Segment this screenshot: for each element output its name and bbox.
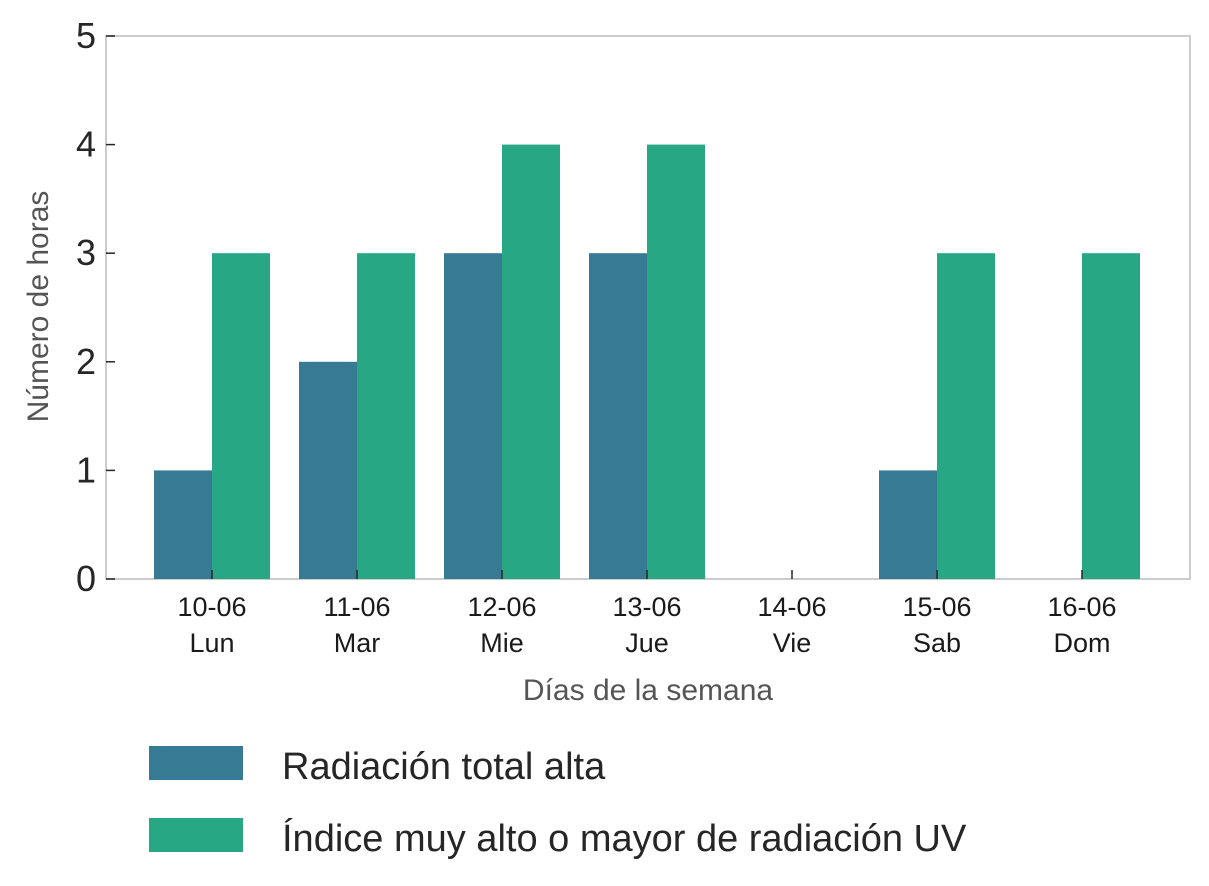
y-axis: 0 1 2 3 4 5 bbox=[76, 15, 115, 599]
bar-indice-uv bbox=[212, 253, 270, 579]
x-axis-title: Días de la semana bbox=[523, 674, 773, 707]
bar-radiacion-total bbox=[299, 361, 357, 579]
y-tick-label: 2 bbox=[76, 341, 96, 382]
x-tick-day: Dom bbox=[1053, 628, 1110, 658]
legend-swatch bbox=[149, 746, 243, 780]
x-tick-day: Lun bbox=[189, 628, 234, 658]
x-tick-day: Jue bbox=[625, 628, 669, 658]
x-tick-date: 16-06 bbox=[1047, 592, 1116, 622]
x-tick-date: 15-06 bbox=[902, 592, 971, 622]
bar-indice-uv bbox=[1082, 253, 1140, 579]
x-tick-date: 12-06 bbox=[467, 592, 536, 622]
legend-label: Radiación total alta bbox=[282, 746, 606, 788]
x-tick-date: 14-06 bbox=[757, 592, 826, 622]
bars bbox=[154, 144, 1140, 579]
bar-indice-uv bbox=[647, 144, 705, 579]
x-axis: 10-06 Lun 11-06 Mar 12-06 Mie 13-06 Jue 14-06 Vie… bbox=[177, 570, 1117, 658]
y-tick-label: 1 bbox=[76, 449, 96, 490]
x-tick-day: Sab bbox=[913, 628, 961, 658]
bar-radiacion-total bbox=[444, 253, 502, 579]
legend: Radiación total alta Índice muy alto o ma… bbox=[149, 746, 967, 860]
legend-swatch bbox=[149, 818, 243, 852]
y-tick-label: 0 bbox=[76, 558, 96, 599]
x-tick-date: 10-06 bbox=[177, 592, 246, 622]
bar-indice-uv bbox=[357, 253, 415, 579]
bar-radiacion-total bbox=[154, 470, 212, 579]
y-tick-label: 4 bbox=[76, 124, 96, 165]
y-tick-label: 3 bbox=[76, 232, 96, 273]
x-tick-date: 11-06 bbox=[323, 592, 390, 622]
y-tick-label: 5 bbox=[76, 15, 96, 56]
bar-radiacion-total bbox=[589, 253, 647, 579]
y-axis-title: Número de horas bbox=[22, 191, 55, 423]
legend-label: Índice muy alto o mayor de radiación UV bbox=[282, 817, 967, 860]
bar-indice-uv bbox=[502, 144, 560, 579]
x-tick-date: 13-06 bbox=[612, 592, 681, 622]
x-tick-day: Mie bbox=[480, 628, 524, 658]
x-tick-day: Mar bbox=[334, 628, 381, 658]
bar-indice-uv bbox=[937, 253, 995, 579]
bar-radiacion-total bbox=[879, 470, 937, 579]
x-tick-day: Vie bbox=[773, 628, 812, 658]
